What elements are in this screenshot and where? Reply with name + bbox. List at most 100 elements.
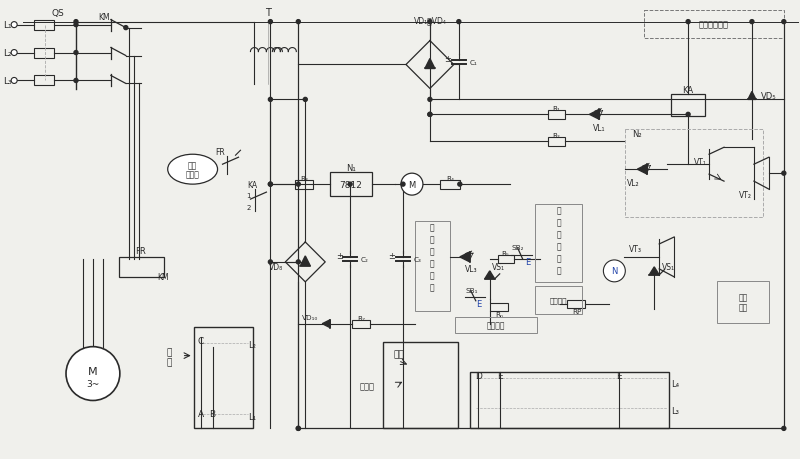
Text: VD₁～VD₄: VD₁～VD₄ (414, 16, 446, 25)
Text: B: B (210, 409, 216, 418)
Text: R₃: R₃ (300, 176, 308, 182)
Text: 7812: 7812 (340, 180, 362, 189)
Bar (717, 281, 769, 323)
Bar (330, 173, 372, 196)
Circle shape (458, 183, 462, 187)
Text: M: M (88, 366, 98, 376)
Text: 止: 止 (430, 259, 434, 268)
Text: 继: 继 (556, 206, 561, 215)
Text: SB₂: SB₂ (512, 244, 524, 251)
Text: 片: 片 (556, 266, 561, 275)
Circle shape (11, 78, 17, 84)
Text: 继电: 继电 (188, 162, 198, 170)
Polygon shape (748, 92, 756, 100)
Text: E: E (616, 371, 622, 380)
Bar (34, 49, 54, 58)
Text: VS₁: VS₁ (492, 263, 505, 272)
Text: FR: FR (135, 247, 146, 256)
Text: R₅: R₅ (502, 250, 510, 257)
Text: VD₁₀: VD₁₀ (302, 314, 318, 320)
Bar (34, 76, 54, 86)
Polygon shape (322, 320, 330, 328)
Bar (34, 21, 54, 31)
Bar (671, 95, 705, 117)
Circle shape (268, 98, 272, 102)
Circle shape (296, 260, 300, 264)
Text: R₄: R₄ (446, 176, 454, 182)
Circle shape (348, 183, 352, 187)
Text: M: M (408, 180, 415, 189)
Bar (352, 320, 370, 328)
Text: N₂: N₂ (632, 129, 642, 139)
Circle shape (268, 260, 272, 264)
Text: 晶体管继电器: 晶体管继电器 (699, 20, 729, 29)
Text: VT₁: VT₁ (694, 157, 707, 166)
Text: 3~: 3~ (86, 379, 99, 388)
Text: 控制器: 控制器 (186, 170, 199, 179)
Ellipse shape (168, 155, 218, 185)
Text: 停泵控制: 停泵控制 (486, 320, 505, 330)
Text: L₁: L₁ (249, 412, 257, 421)
Text: 电: 电 (556, 218, 561, 227)
Circle shape (11, 50, 17, 56)
Circle shape (66, 347, 120, 401)
Text: L₃: L₃ (3, 77, 11, 86)
Text: VS₁: VS₁ (662, 263, 675, 272)
Text: 停: 停 (430, 247, 434, 256)
Text: 1: 1 (246, 193, 250, 199)
Circle shape (428, 113, 432, 117)
Text: 出水口: 出水口 (360, 381, 375, 390)
Circle shape (782, 426, 786, 431)
Text: VT₃: VT₃ (630, 245, 642, 254)
Circle shape (268, 183, 272, 187)
Circle shape (74, 51, 78, 56)
Text: VD₅: VD₅ (761, 92, 777, 101)
Text: L₄: L₄ (671, 379, 679, 388)
Text: 手动启动: 手动启动 (550, 297, 567, 303)
Circle shape (401, 174, 423, 196)
Text: R₂: R₂ (553, 133, 561, 139)
Text: 制: 制 (556, 242, 561, 251)
Polygon shape (638, 165, 647, 175)
Circle shape (457, 21, 461, 25)
Text: C: C (198, 336, 204, 346)
Polygon shape (485, 271, 494, 279)
Text: R₇: R₇ (357, 315, 365, 321)
Circle shape (124, 27, 128, 31)
Text: ±: ± (336, 252, 342, 261)
Text: E: E (497, 371, 502, 380)
Text: KM: KM (157, 273, 169, 282)
Text: ±: ± (389, 252, 395, 261)
Polygon shape (300, 257, 310, 266)
Text: KA: KA (682, 86, 694, 95)
Bar (644, 11, 784, 39)
Text: SB₁: SB₁ (466, 287, 478, 293)
Circle shape (74, 21, 78, 25)
Bar (534, 205, 582, 282)
Text: 电控
阻泡: 电控 阻泡 (738, 292, 747, 312)
Circle shape (686, 113, 690, 117)
Circle shape (296, 426, 300, 431)
Circle shape (11, 22, 17, 28)
Text: E: E (476, 300, 482, 308)
Bar (415, 222, 450, 311)
Bar (498, 255, 514, 263)
Text: RP: RP (572, 308, 581, 314)
Text: QS: QS (52, 9, 65, 18)
Text: 2: 2 (246, 205, 250, 211)
Bar (440, 180, 460, 189)
Text: KA: KA (247, 180, 258, 189)
Text: VL₁: VL₁ (593, 123, 606, 133)
Text: N₁: N₁ (346, 163, 356, 172)
Circle shape (750, 21, 754, 25)
Text: VL₃: VL₃ (465, 265, 478, 274)
Text: VT₂: VT₂ (739, 190, 752, 199)
Polygon shape (425, 59, 435, 69)
Bar (455, 317, 537, 333)
Bar (383, 342, 458, 428)
Text: VD₈: VD₈ (269, 263, 283, 272)
Bar (547, 138, 566, 146)
Text: L₁: L₁ (3, 21, 11, 30)
Circle shape (782, 21, 786, 25)
Circle shape (782, 172, 786, 176)
